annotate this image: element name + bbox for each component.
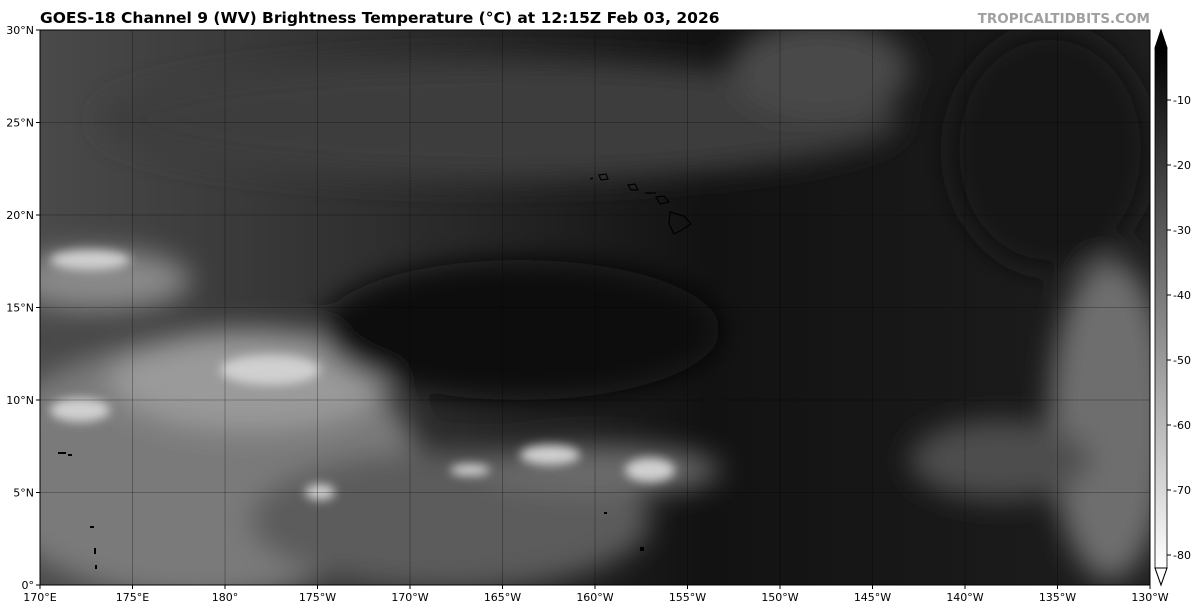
x-tick-label: 150°W [761, 591, 798, 604]
colorbar-tick-label: -80 [1173, 549, 1191, 562]
colorbar-tick-label: -40 [1173, 289, 1191, 302]
x-tick-label: 170°W [391, 591, 428, 604]
island-kauai [598, 173, 609, 181]
y-tick-label: 5°N [13, 487, 34, 500]
imagery [40, 30, 1150, 585]
island-maui [655, 195, 671, 205]
x-tick-label: 175°W [299, 591, 336, 604]
brand-watermark: TROPICALTIDBITS.COM [977, 11, 1150, 27]
grid [40, 30, 1150, 585]
y-tick-label: 20°N [6, 209, 34, 222]
island-niihau [589, 177, 594, 180]
x-axis-ticks: 170°E 175°E 180° 175°W 170°W 165°W 160°W 155°W 1… [23, 585, 1169, 604]
colorbar: -10 -20 -30 -40 -50 -60 -70 -80 [1154, 28, 1191, 587]
colorbar-tick-label: -70 [1173, 484, 1191, 497]
x-tick-label: 155°W [669, 591, 706, 604]
colorbar-tick-label: -10 [1173, 94, 1191, 107]
island-oahu [627, 183, 639, 191]
y-tick-label: 15°N [6, 302, 34, 315]
x-tick-label: 180° [212, 591, 239, 604]
x-tick-label: 170°E [23, 591, 56, 604]
y-tick-label: 0° [22, 579, 35, 592]
colorbar-tick-label: -20 [1173, 159, 1191, 172]
x-tick-label: 140°W [946, 591, 983, 604]
colorbar-tick-label: -50 [1173, 354, 1191, 367]
x-tick-label: 160°W [576, 591, 613, 604]
x-tick-label: 130°W [1131, 591, 1168, 604]
x-tick-label: 145°W [854, 591, 891, 604]
colorbar-tick-label: -60 [1173, 419, 1191, 432]
x-tick-label: 175°E [116, 591, 149, 604]
y-axis-ticks: 0° 5°N 10°N 15°N 20°N 25°N 30°N [6, 24, 40, 592]
coastlines [589, 173, 692, 235]
y-tick-label: 30°N [6, 24, 34, 37]
colorbar-tick-label: -30 [1173, 224, 1191, 237]
x-tick-label: 135°W [1039, 591, 1076, 604]
map-title: GOES-18 Channel 9 (WV) Brightness Temper… [40, 9, 720, 27]
island-hawaii [668, 211, 692, 235]
x-tick-label: 165°W [484, 591, 521, 604]
y-tick-label: 25°N [6, 117, 34, 130]
atolls [58, 452, 644, 569]
y-tick-label: 10°N [6, 394, 34, 407]
